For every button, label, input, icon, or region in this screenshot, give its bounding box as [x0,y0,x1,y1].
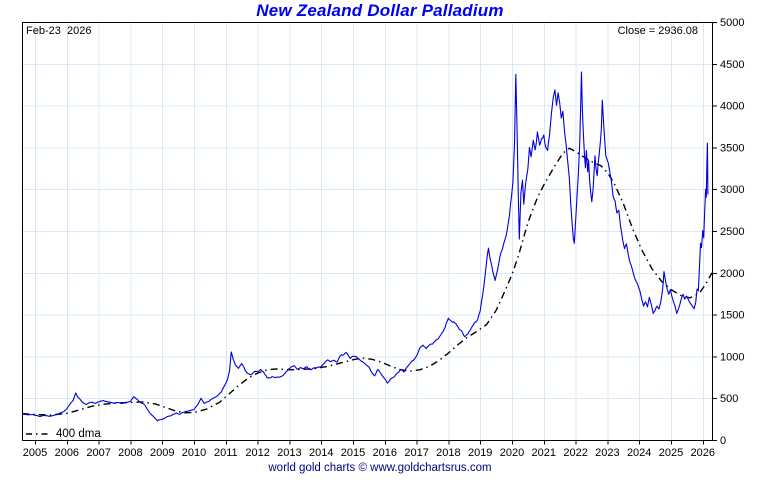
y-tick-label: 500 [720,393,738,405]
x-tick-label: 2005 [23,447,47,459]
close-value-label: Close = 2936.08 [617,25,698,37]
y-tick-label: 3000 [720,184,744,196]
x-tick-label: 2025 [659,447,683,459]
chart-title: New Zealand Dollar Palladium [256,1,504,20]
x-tick-label: 2018 [436,447,460,459]
x-tick-label: 2020 [500,447,524,459]
x-tick-label: 2016 [373,447,397,459]
x-tick-label: 2007 [86,447,110,459]
x-tick-label: 2011 [214,447,238,459]
x-tick-label: 2023 [595,447,619,459]
price-series-line [22,71,709,422]
x-tick-label: 2022 [563,447,587,459]
y-tick-label: 2000 [720,268,744,280]
footer-credit: world gold charts © www.goldchartsrus.co… [268,462,492,474]
y-tick-label: 0 [720,435,726,447]
y-tick-label: 1500 [720,310,744,322]
x-tick-label: 2006 [55,447,79,459]
y-tick-label: 4500 [720,59,744,71]
x-tick-label: 2008 [118,447,142,459]
x-tick-label: 2013 [277,447,301,459]
y-tick-label: 4000 [720,101,744,113]
y-tick-label: 2500 [720,226,744,238]
y-tick-label: 5000 [720,17,744,29]
x-tick-label: 2021 [532,447,556,459]
y-tick-label: 1000 [720,351,744,363]
x-tick-label: 2015 [341,447,365,459]
dma-series-line [22,147,713,416]
y-tick-label: 3500 [720,142,744,154]
dma-line-swatch-icon [26,433,48,435]
x-tick-label: 2014 [309,447,333,459]
x-tick-label: 2017 [404,447,428,459]
date-label: Feb-23 2026 [26,25,92,37]
x-tick-label: 2019 [468,447,492,459]
dma-legend-label: 400 dma [56,428,101,440]
x-tick-label: 2012 [245,447,269,459]
x-tick-label: 2009 [150,447,174,459]
x-tick-label: 2010 [182,447,206,459]
x-tick-label: 2024 [627,447,651,459]
legend: 400 dma [25,428,101,440]
x-tick-label: 2026 [691,447,715,459]
